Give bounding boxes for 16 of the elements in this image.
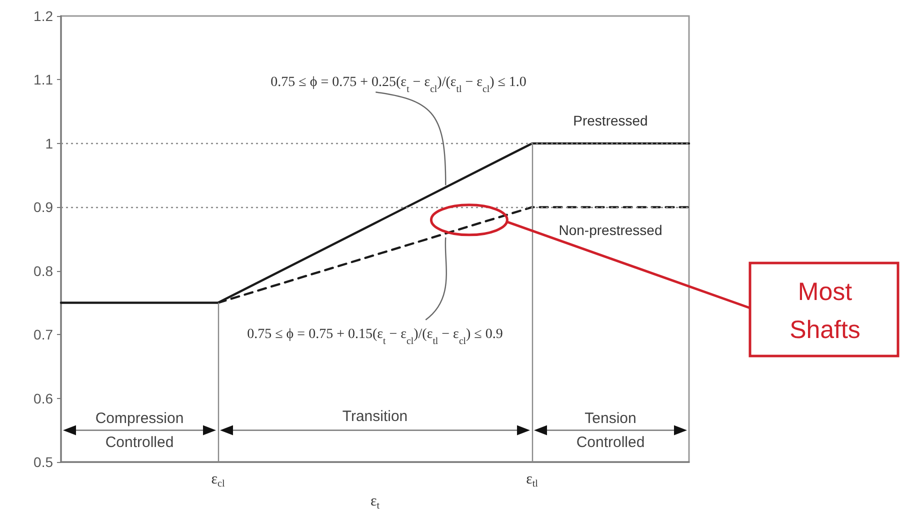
annotation: Transition xyxy=(342,408,408,426)
annotation: Compression Controlled xyxy=(95,410,184,452)
y-tick-label: 0.6 xyxy=(34,390,54,406)
text: Most Shafts xyxy=(790,278,860,344)
annotation: Tension Controlled xyxy=(576,410,645,452)
text: 0.75 ≤ ϕ = 0.75 + 0.15(ε$_{t}$ − ε$_{cl}$)/(ε$_{tl}$ − ε$_{cl}$) ≤ 0.9 xyxy=(247,326,503,346)
y-tick-label: 1.1 xyxy=(34,72,54,88)
y-tick-label: 0.9 xyxy=(34,199,54,216)
text: 0.75 ≤ ϕ = 0.75 + 0.25(ε$_{t}$ − ε$_{cl}$)/(ε$_{tl}$ − ε$_{cl}$) ≤ 1.0 xyxy=(270,75,526,95)
series-label: Prestressed xyxy=(573,112,648,128)
y-tick-label: 0.7 xyxy=(34,326,54,343)
y-tick-label: 0.5 xyxy=(34,454,54,470)
y-tick-label: 1 xyxy=(45,135,54,152)
y-tick-label: 0.8 xyxy=(34,262,54,279)
y-tick-label: 1.2 xyxy=(34,8,54,24)
series-label: Non-prestressed xyxy=(558,222,662,238)
